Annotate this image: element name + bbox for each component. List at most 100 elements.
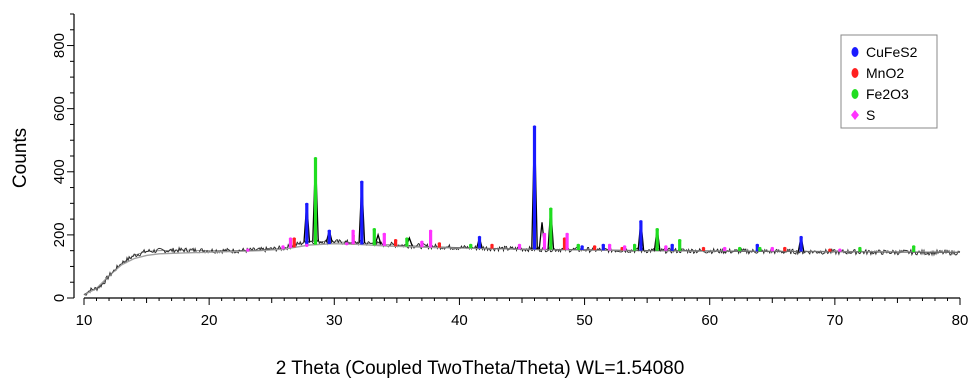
marker-fe2o3-11 <box>858 246 862 251</box>
bar-fe2o3-0 <box>313 157 318 245</box>
marker-mno2-6 <box>593 245 597 249</box>
marker-cufes2-7 <box>639 220 643 224</box>
marker-cufes2-5 <box>580 245 584 249</box>
marker-s-0 <box>246 248 250 252</box>
marker-cufes2-6 <box>601 243 605 247</box>
x-tick-label: 20 <box>201 312 218 329</box>
bar-cufes2-2 <box>360 181 364 245</box>
legend-label: S <box>866 107 875 123</box>
bar-s-5 <box>351 230 355 245</box>
marker-mno2-9 <box>783 246 787 251</box>
bar-cufes2-1 <box>327 230 331 244</box>
y-tick-label: 800 <box>51 33 68 58</box>
phase-bars <box>246 125 916 252</box>
marker-cufes2-10 <box>799 235 803 240</box>
bar-s-8 <box>429 230 433 248</box>
marker-mno2-4 <box>490 243 494 247</box>
bar-fe2o3-5 <box>576 244 580 250</box>
noisy-trace <box>83 238 961 297</box>
marker-cufes2-2 <box>360 180 364 184</box>
marker-fe2o3-5 <box>576 243 580 247</box>
marker-s-7 <box>420 240 424 244</box>
marker-fe2o3-8 <box>678 239 682 243</box>
bar-cufes2-8 <box>670 244 674 251</box>
legend-item-mno2: MnO2 <box>851 65 904 81</box>
bar-s-2 <box>288 238 293 248</box>
bar-fe2o3-7 <box>655 228 659 251</box>
bar-cufes2-3 <box>477 236 482 249</box>
marker-s-14 <box>664 245 668 249</box>
marker-s-8 <box>429 229 433 233</box>
marker-fe2o3-9 <box>738 246 742 251</box>
bar-s-11 <box>565 233 569 250</box>
bar-cufes2-9 <box>755 244 759 252</box>
x-tick-label: 30 <box>326 312 343 329</box>
bar-mno2-2 <box>394 239 398 247</box>
marker-cufes2-1 <box>327 229 331 233</box>
pattern-noise <box>83 238 961 297</box>
marker-mno2-7 <box>620 246 624 251</box>
y-tick-label: 200 <box>51 222 68 247</box>
marker-fe2o3-3 <box>469 243 473 247</box>
legend-swatch <box>851 110 859 120</box>
bar-s-6 <box>382 233 386 246</box>
bar-cufes2-6 <box>601 244 605 251</box>
x-axis-title: 2 Theta (Coupled TwoTheta/Theta) WL=1.54… <box>276 358 685 379</box>
marker-mno2-5 <box>562 237 567 241</box>
marker-s-2 <box>288 237 293 241</box>
bar-mno2-5 <box>562 238 567 250</box>
marker-mno2-8 <box>701 246 706 251</box>
diffraction-pattern <box>83 240 960 296</box>
marker-s-5 <box>351 229 355 233</box>
marker-cufes2-3 <box>477 235 482 240</box>
bar-cufes2-10 <box>799 236 803 252</box>
marker-fe2o3-1 <box>372 228 376 232</box>
marker-mno2-0 <box>292 237 296 241</box>
marker-s-1 <box>281 245 285 249</box>
marker-fe2o3-0 <box>313 157 318 161</box>
marker-s-16 <box>770 246 774 251</box>
marker-s-15 <box>723 246 727 251</box>
bar-s-10 <box>542 233 547 250</box>
marker-fe2o3-7 <box>655 228 659 232</box>
bar-fe2o3-6 <box>633 244 637 251</box>
bar-fe2o3-12 <box>912 245 916 252</box>
marker-s-4 <box>345 242 349 246</box>
x-tick-label: 70 <box>827 312 844 329</box>
marker-mno2-10 <box>828 248 832 252</box>
marker-cufes2-8 <box>670 243 674 247</box>
marker-fe2o3-12 <box>912 245 916 249</box>
marker-s-10 <box>542 232 547 236</box>
marker-cufes2-9 <box>755 243 759 247</box>
marker-fe2o3-4 <box>549 207 553 211</box>
marker-fe2o3-6 <box>633 243 637 247</box>
legend-item-fe2o3: Fe2O3 <box>851 86 909 102</box>
legend-swatch <box>851 68 859 78</box>
marker-fe2o3-10 <box>758 246 762 251</box>
bar-fe2o3-1 <box>372 228 376 246</box>
legend-label: CuFeS2 <box>866 44 918 60</box>
bar-s-7 <box>420 241 424 248</box>
marker-s-6 <box>382 232 386 236</box>
marker-cufes2-4 <box>532 125 537 129</box>
marker-mno2-2 <box>394 239 398 243</box>
bar-cufes2-4 <box>532 126 537 250</box>
legend-item-s: S <box>851 107 875 123</box>
legend: CuFeS2 MnO2 Fe2O3 S <box>840 34 938 129</box>
x-tick-label: 60 <box>701 312 718 329</box>
marker-mno2-3 <box>437 242 441 246</box>
legend-item-cufes2: CuFeS2 <box>851 44 918 60</box>
legend-label: Fe2O3 <box>866 86 909 102</box>
y-tick-label: 600 <box>51 96 68 121</box>
legend-swatch <box>851 47 859 57</box>
marker-s-12 <box>608 243 612 247</box>
y-tick-label: 0 <box>51 294 68 302</box>
marker-fe2o3-2 <box>405 237 409 241</box>
bar-s-12 <box>608 244 612 251</box>
bar-cufes2-0 <box>305 203 309 246</box>
bar-cufes2-7 <box>639 220 643 251</box>
peak-4 <box>374 232 382 245</box>
bar-fe2o3-4 <box>549 208 553 250</box>
